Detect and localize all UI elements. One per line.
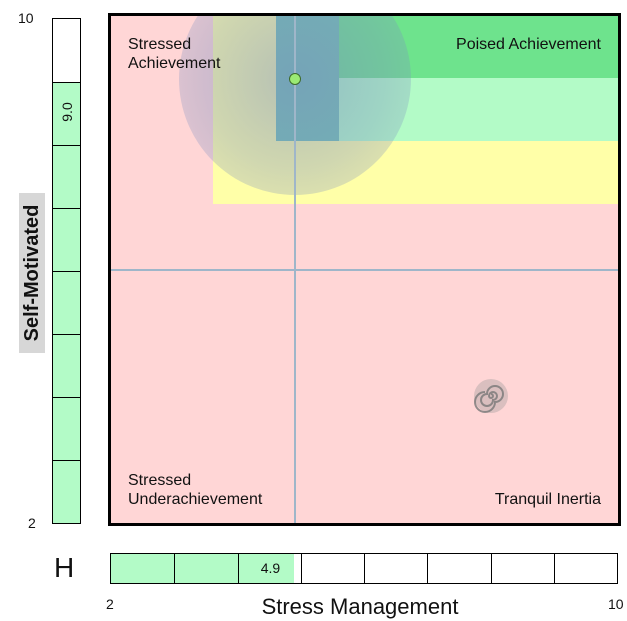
y-tick-bottom: 2 — [28, 515, 36, 531]
x-bar-cell — [111, 554, 174, 583]
label-bottom-right: Tranquil Inertia — [494, 491, 601, 508]
x-bar-cell — [237, 554, 301, 583]
x-bar-cell — [300, 554, 364, 583]
y-bar-value-label: 9.0 — [59, 102, 75, 122]
y-value-bar: 9.0 — [52, 18, 81, 524]
label-bottom-left-line2: Underachievement — [128, 491, 263, 508]
y-bar-cell — [53, 208, 80, 271]
y-axis-label: Self-Motivated — [19, 193, 45, 353]
x-tick-right: 10 — [608, 596, 624, 612]
y-bar-cell — [53, 460, 80, 523]
y-bar-cell — [53, 271, 80, 334]
y-bar-fill — [53, 82, 80, 523]
x-bar-fill — [111, 554, 295, 583]
y-bar-cell — [53, 397, 80, 460]
y-bar-cell — [53, 145, 80, 208]
horizontal-midline — [111, 268, 618, 271]
y-bar-cell — [53, 334, 80, 397]
data-point — [288, 73, 301, 86]
label-top-right: Poised Achievement — [456, 36, 601, 53]
y-tick-top: 10 — [18, 10, 34, 26]
label-bottom-left-line1: Stressed — [128, 472, 192, 489]
x-bar-cell — [174, 554, 237, 583]
x-bar-cell — [427, 554, 490, 583]
quadrant-chart: Stressed Achievement Poised Achievement … — [108, 13, 621, 526]
x-value-bar: 4.9 — [110, 553, 618, 584]
spiral-icon — [474, 379, 509, 414]
x-axis-label: Stress Management — [261, 594, 459, 619]
y-bar-cell — [53, 82, 80, 145]
x-bar-cell — [553, 554, 617, 583]
x-tick-left: 2 — [106, 596, 114, 612]
label-bottom-left: Stressed Underachievement — [128, 471, 262, 509]
x-bar-cell — [490, 554, 554, 583]
label-top-left-line2: Achievement — [128, 55, 221, 72]
y-bar-cell — [53, 19, 80, 82]
label-top-left: Stressed Achievement — [128, 35, 221, 73]
x-bar-cell — [364, 554, 427, 583]
x-bar-value-label: 4.9 — [260, 560, 281, 576]
side-letter: H — [54, 552, 75, 583]
label-top-left-line1: Stressed — [128, 36, 192, 53]
